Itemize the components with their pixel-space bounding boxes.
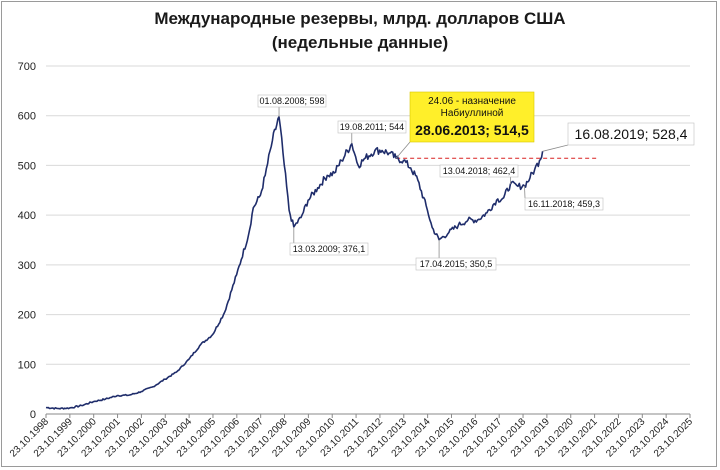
annotation-box <box>289 242 369 256</box>
annotation-leader <box>524 185 526 199</box>
chart-subtitle: (недельные данные) <box>271 33 449 52</box>
chart-title: Международные резервы, млрд. долларов СШ… <box>154 9 566 28</box>
y-tick-label: 300 <box>18 260 36 272</box>
y-tick-label: 0 <box>30 409 36 421</box>
annotation-box <box>257 94 327 108</box>
annotation-box <box>524 197 604 211</box>
gridlines <box>46 65 690 415</box>
annotation-label: 13.04.2018; 462,4 <box>443 166 516 176</box>
annotations-group: 01.08.2008; 598 19.08.2011; 544 13.03.2009… <box>257 91 695 271</box>
annotation-label: Набиуллиной <box>441 107 504 119</box>
annotation-label: 19.08.2011; 544 <box>340 122 404 132</box>
y-tick-label: 400 <box>18 210 36 222</box>
annotation-label: 16.11.2018; 459,3 <box>528 199 600 209</box>
y-tick-label: 500 <box>18 160 36 172</box>
y-tick-label: 100 <box>18 359 36 371</box>
annotation-leader <box>395 141 411 159</box>
annotation-box <box>567 122 695 146</box>
annotation-label: 28.06.2013; 514,5 <box>415 122 529 138</box>
annotation-label: 01.08.2008; 598 <box>259 96 324 106</box>
y-tick-label: 600 <box>18 111 36 123</box>
annotation-leader <box>542 144 569 152</box>
series-group <box>45 115 544 410</box>
series-line <box>45 115 544 410</box>
annotation-box <box>439 164 519 178</box>
y-tick-label: 200 <box>18 310 36 322</box>
annotation-box <box>337 120 407 134</box>
annotation-label: 16.08.2019; 528,4 <box>575 126 688 142</box>
annotation-label: 13.03.2009; 376,1 <box>293 244 366 254</box>
highlight-box <box>409 91 535 143</box>
annotation-label: 17.04.2015; 350,5 <box>420 259 493 269</box>
annotation-label: 24.06 - назначение <box>428 96 516 107</box>
x-axis-ticks: 23.10.199823.10.199923.10.200023.10.2001… <box>8 414 695 460</box>
y-axis-ticks: 0 100 200 300 400 500 600 700 <box>18 61 36 421</box>
annotation-box <box>415 257 497 271</box>
y-tick-label: 700 <box>18 61 36 73</box>
